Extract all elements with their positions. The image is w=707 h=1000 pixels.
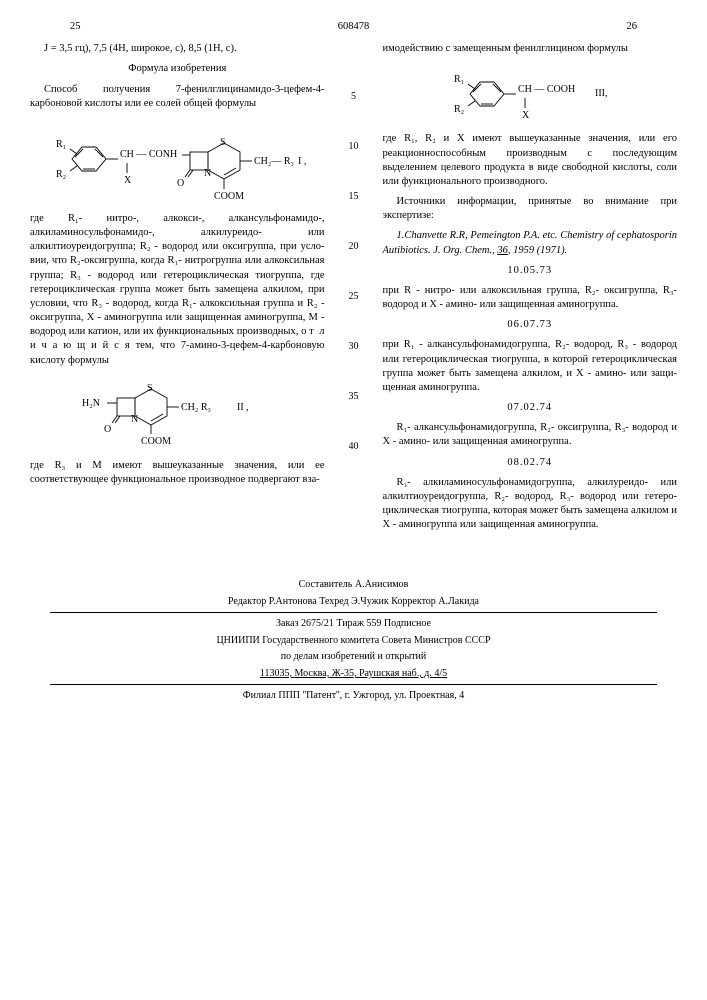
formula-title: Формула изобретения: [30, 62, 325, 76]
priority-date-1: 10.05.73: [383, 264, 678, 278]
line-num: 15: [345, 192, 363, 202]
svg-text:N: N: [204, 168, 211, 179]
chem-structure-3: R₁ R₂ CH — COOH X III,: [383, 64, 678, 124]
svg-text:CH — COOH: CH — COOH: [518, 84, 575, 95]
svg-text:II ,: II ,: [237, 402, 249, 413]
svg-text:O: O: [104, 424, 111, 435]
publication-footer: Составитель А.Анисимов Редактор Р.Антоно…: [30, 578, 677, 703]
line-num: 35: [345, 392, 363, 402]
line-number-gutter: 5 10 15 20 25 30 35 40: [345, 42, 363, 538]
svg-text:CH₂— R₃: CH₂— R₃: [254, 156, 294, 167]
sources-title: Источники информации, принятые во вниман…: [383, 195, 678, 223]
right-body-1: где R₁, R₂ и X имеют вышеуказанные значе…: [383, 132, 678, 189]
svg-text:H₂N: H₂N: [82, 398, 100, 409]
svg-text:R₂: R₂: [56, 169, 66, 180]
svg-text:X: X: [522, 110, 530, 121]
claim-variant-3: R₁- алкансульфонамидогруппа, R₂- оксигру…: [383, 421, 678, 449]
claim-variant-4: R₁- алкиламиносульфонамидогруппа, алкилу…: [383, 476, 678, 533]
text-columns: J = 3,5 гц), 7,5 (4Н, широкое, с), 8,5 (…: [30, 42, 677, 538]
priority-date-3: 07.02.74: [383, 401, 678, 415]
line-num: 25: [345, 292, 363, 302]
intro-para: Способ получения 7-фенилглицинами­до-3-ц…: [30, 83, 325, 111]
cont-para: имодействию с замещенным фенилглици­ном …: [383, 42, 678, 56]
page-header: 25 608478 26: [30, 20, 677, 34]
order-line: Заказ 2675/21 Тираж 559 Подписное: [30, 617, 677, 631]
svg-text:CH₂ R₃: CH₂ R₃: [181, 402, 211, 413]
right-column: имодействию с замещенным фенилглици­ном …: [383, 42, 678, 538]
svg-text:X: X: [124, 175, 132, 186]
org-line-1: ЦНИИПИ Государственного комитета Совета …: [30, 634, 677, 648]
svg-text:COOM: COOM: [141, 436, 171, 447]
chem-structure-1: R₁ R₂ CH — CONH X O: [30, 119, 325, 204]
svg-text:R₁: R₁: [56, 139, 66, 150]
org-line-2: по делам изобретений и открытий: [30, 650, 677, 664]
body-para-1: где R₁- нитро-, алкокси-, алкансуль­фона…: [30, 212, 325, 368]
chem-structure-2: H₂N O S N CH₂ R₃ COOM II ,: [30, 376, 325, 451]
reference-1: 1.Chanvette R.R, Pemeington P.A. etc. Ch…: [383, 229, 678, 257]
page-num-right: 26: [627, 20, 638, 34]
divider-1: [50, 612, 657, 613]
priority-date-4: 08.02.74: [383, 456, 678, 470]
svg-text:CH — CONH: CH — CONH: [120, 149, 177, 160]
svg-text:COOM: COOM: [214, 191, 244, 202]
svg-text:N: N: [131, 414, 138, 425]
left-column: J = 3,5 гц), 7,5 (4Н, широкое, с), 8,5 (…: [30, 42, 325, 538]
divider-2: [50, 684, 657, 685]
line-num: 5: [345, 92, 363, 102]
svg-text:III,: III,: [595, 88, 608, 99]
address-1: 113035, Москва, Ж-35, Раушская наб., д. …: [30, 667, 677, 681]
claim-variant-2: при R₁ - алкансульфонамидогруппа, R₂- во…: [383, 338, 678, 395]
line-num: 10: [345, 142, 363, 152]
nmr-data: J = 3,5 гц), 7,5 (4Н, широкое, с), 8,5 (…: [30, 42, 325, 56]
line-num: 30: [345, 342, 363, 352]
staff-line: Редактор Р.Антонова Техред Э.Чужик Корре…: [30, 595, 677, 609]
claim-variant-1: при R - нитро- или алкоксильная груп­па,…: [383, 284, 678, 312]
svg-text:R₁: R₁: [454, 74, 464, 85]
line-num: 20: [345, 242, 363, 252]
line-num: 40: [345, 442, 363, 452]
address-2: Филиал ППП ''Патент'', г. Ужгород, ул. П…: [30, 689, 677, 703]
doc-number: 608478: [338, 20, 370, 34]
body-para-2: где R₃ и М имеют вышеуказанные значе­ния…: [30, 459, 325, 487]
svg-text:S: S: [220, 137, 226, 148]
svg-text:I ,: I ,: [298, 156, 306, 167]
svg-text:O: O: [177, 178, 184, 189]
svg-text:R₂: R₂: [454, 104, 464, 115]
page-num-left: 25: [70, 20, 81, 34]
compiler-line: Составитель А.Анисимов: [30, 578, 677, 592]
priority-date-2: 06.07.73: [383, 318, 678, 332]
svg-text:S: S: [147, 383, 153, 394]
